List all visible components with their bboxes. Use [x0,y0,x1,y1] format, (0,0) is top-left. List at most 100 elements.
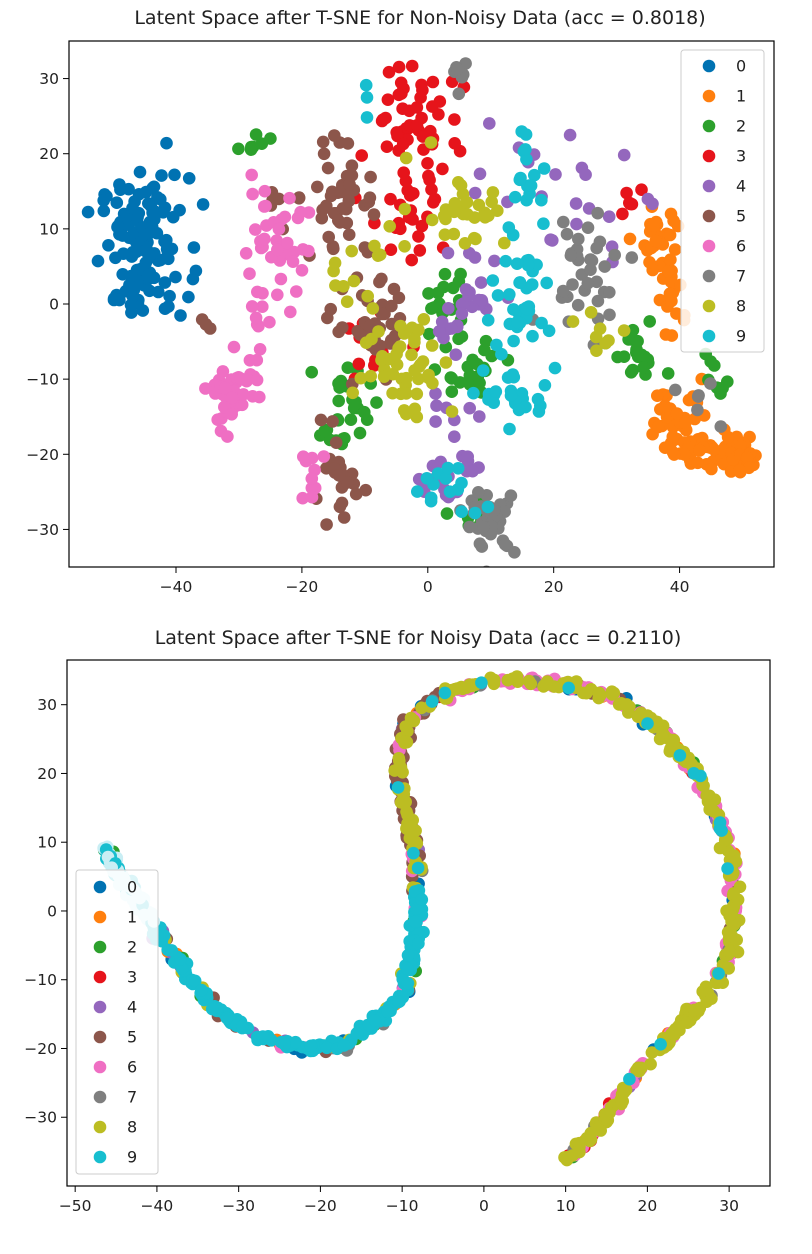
scatter-point [521,258,535,272]
scatter-point [466,464,479,478]
scatter-point [353,426,367,440]
scatter-point [704,355,717,368]
scatter-point [664,253,677,266]
scatter-point [468,186,482,200]
scatter-point [314,413,328,427]
scatter-point [654,1038,667,1051]
scatter-point [370,396,383,409]
scatter-point [422,287,435,300]
scatter-point [174,309,187,322]
scatter-point [593,235,607,249]
scatter-point [91,254,105,268]
scatter-point [245,168,258,182]
scatter-point [203,322,217,335]
scatter-point [360,111,374,124]
scatter-point [603,286,616,299]
bottom-chart-legend-marker [93,880,107,894]
scatter-point [126,290,139,303]
top-chart-legend-marker [702,239,716,253]
scatter-point [473,167,487,181]
scatter-point [546,234,559,247]
scatter-point [603,308,616,322]
scatter-point [411,861,425,875]
scatter-point [556,284,570,298]
scatter-point [391,781,405,794]
scatter-point [528,168,541,182]
top-chart-y-tick-label: −30 [26,521,59,539]
scatter-point [322,230,336,244]
scatter-point [424,491,438,505]
scatter-point [506,368,520,381]
scatter-point [236,1019,249,1033]
scatter-point [258,200,271,213]
scatter-point [425,695,439,708]
scatter-point [347,274,361,288]
scatter-point [221,430,234,443]
scatter-point [163,289,176,303]
scatter-point [478,211,492,224]
scatter-point [392,88,406,102]
scatter-point [384,243,398,256]
scatter-point [253,343,267,356]
scatter-point [429,387,442,400]
top-chart-y-tick-label: 10 [39,220,59,238]
scatter-point [244,143,258,156]
scatter-point [278,1038,292,1051]
scatter-point [359,78,373,92]
scatter-point [663,287,677,301]
scatter-point [399,387,413,400]
scatter-point [255,137,269,150]
scatter-point [405,253,419,267]
scatter-point [624,366,638,379]
scatter-point [429,415,442,428]
top-chart-y-tick-label: 20 [39,145,59,163]
scatter-point [658,399,672,413]
scatter-point [335,496,349,510]
scatter-point [250,285,264,299]
scatter-point [670,407,684,420]
scatter-point [383,220,397,233]
scatter-point [581,221,595,234]
scatter-point [535,193,548,207]
scatter-point [398,202,412,216]
scatter-point [693,1001,707,1015]
scatter-point [670,307,683,320]
top-chart-legend-marker [702,119,716,133]
scatter-point [381,1005,395,1018]
scatter-point [499,254,512,268]
bottom-chart-legend-marker [93,1120,107,1134]
scatter-point [399,174,413,188]
scatter-point [116,268,129,281]
scatter-point [158,276,172,289]
scatter-point [318,424,332,438]
scatter-point [452,275,466,288]
scatter-point [410,101,424,114]
scatter-point [400,371,413,385]
scatter-point [396,137,410,151]
bottom-chart-y-tick-label: −30 [24,1109,57,1127]
scatter-point [673,749,687,762]
scatter-point [667,733,681,747]
scatter-point [498,538,512,551]
scatter-point [354,371,368,385]
top-chart-legend-marker [702,89,716,103]
scatter-point [375,307,389,321]
scatter-point [425,302,438,315]
scatter-point [503,422,516,436]
bottom-chart-y-tick-label: 30 [37,696,57,714]
scatter-point [136,304,150,317]
scatter-point [435,315,449,329]
scatter-point [448,430,461,444]
scatter-point [283,191,296,205]
scatter-point [511,315,524,329]
bottom-chart-legend-label: 8 [127,1118,137,1137]
scatter-point [519,143,532,156]
scatter-point [352,357,366,371]
scatter-point [125,306,138,319]
scatter-point [143,284,156,298]
scatter-point [590,344,603,358]
scatter-point [342,228,356,241]
scatter-point [443,485,457,499]
scatter-point [387,282,401,296]
